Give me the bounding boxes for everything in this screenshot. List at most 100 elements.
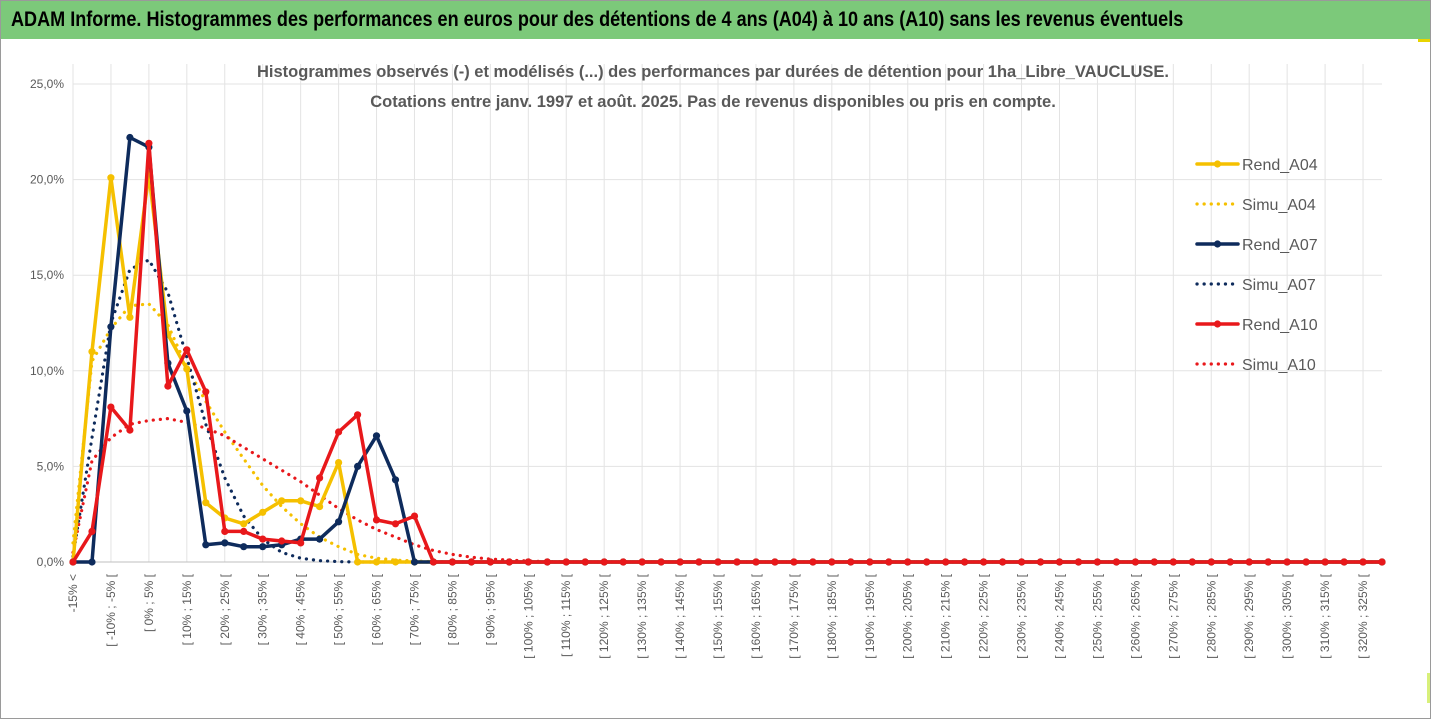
x-tick-label: [ 20% ; 25% [ bbox=[218, 573, 232, 645]
data-point bbox=[790, 558, 798, 566]
data-point bbox=[354, 558, 362, 566]
legend-label: Simu_A10 bbox=[1242, 357, 1316, 374]
data-point bbox=[771, 558, 779, 566]
y-tick-label: 5,0% bbox=[37, 459, 65, 473]
data-point bbox=[961, 558, 969, 566]
data-point bbox=[657, 558, 665, 566]
data-point bbox=[107, 174, 115, 182]
legend-item-simu-a10: Simu_A10 bbox=[1195, 357, 1316, 374]
data-point bbox=[202, 541, 210, 549]
legend-label: Simu_A07 bbox=[1242, 277, 1316, 294]
data-point bbox=[1036, 558, 1045, 566]
data-point bbox=[562, 558, 570, 566]
data-point bbox=[202, 499, 210, 507]
data-point bbox=[752, 558, 760, 566]
data-point bbox=[372, 432, 381, 440]
x-tick-label: [ 30% ; 35% [ bbox=[256, 573, 270, 645]
legend-item-rend-a04: Rend_A04 bbox=[1195, 157, 1318, 174]
data-point bbox=[1378, 558, 1386, 566]
data-point bbox=[676, 558, 684, 566]
data-point bbox=[88, 558, 96, 566]
data-point bbox=[828, 558, 836, 566]
data-point bbox=[126, 313, 134, 321]
series-line-simu-a04 bbox=[71, 302, 1384, 564]
data-point bbox=[1340, 558, 1348, 566]
legend-label: Simu_A04 bbox=[1242, 197, 1316, 214]
x-tick-label: [ 130% ; 135% [ bbox=[635, 573, 649, 658]
y-tick-label: 25,0% bbox=[30, 77, 64, 91]
data-point bbox=[1245, 558, 1253, 566]
data-point bbox=[126, 426, 134, 434]
y-tick-label: 15,0% bbox=[30, 268, 64, 282]
series-line-rend-a07 bbox=[71, 135, 1384, 564]
data-point bbox=[429, 558, 437, 566]
y-axis: 0,0% 5,0% 10,0% 15,0% 20,0% 25,0% bbox=[30, 77, 64, 569]
x-tick-label: [ 0% ; 5% [ bbox=[142, 573, 156, 632]
x-tick-label: [ 180% ; 185% [ bbox=[825, 573, 839, 658]
x-tick-label: [ 60% ; 65% [ bbox=[370, 573, 384, 645]
x-tick-label: [ 280% ; 285% [ bbox=[1204, 573, 1218, 658]
corner-accent-top-right bbox=[1418, 39, 1430, 42]
data-point bbox=[638, 558, 646, 566]
data-point bbox=[942, 558, 950, 566]
data-point bbox=[1302, 558, 1310, 566]
data-point bbox=[1188, 558, 1196, 566]
data-point bbox=[335, 459, 343, 467]
data-point bbox=[866, 558, 874, 566]
data-point bbox=[448, 558, 456, 566]
x-tick-label: [ 80% ; 85% [ bbox=[445, 573, 459, 645]
data-point bbox=[733, 558, 741, 566]
data-point bbox=[372, 558, 381, 566]
data-point bbox=[278, 537, 286, 545]
data-point bbox=[619, 558, 627, 566]
banner-title: ADAM Informe. Histogrammes des performan… bbox=[11, 8, 1184, 31]
data-point bbox=[259, 508, 267, 516]
data-point bbox=[524, 558, 532, 566]
data-point bbox=[259, 543, 267, 551]
data-point bbox=[354, 411, 362, 419]
data-point bbox=[486, 558, 494, 566]
data-point bbox=[1018, 558, 1026, 566]
x-tick-label: [ 270% ; 275% [ bbox=[1166, 573, 1180, 658]
x-tick-label: [ 320% ; 325% [ bbox=[1356, 573, 1370, 658]
data-point bbox=[1112, 558, 1120, 566]
data-point bbox=[145, 139, 153, 147]
x-tick-label: [ 120% ; 125% [ bbox=[597, 573, 611, 658]
data-point bbox=[183, 346, 191, 354]
data-point bbox=[316, 535, 324, 543]
x-tick-label: [ 240% ; 245% [ bbox=[1052, 573, 1066, 658]
data-point bbox=[505, 558, 513, 566]
x-tick-label: [ 210% ; 215% [ bbox=[939, 573, 953, 658]
data-point bbox=[391, 476, 400, 484]
legend-label: Rend_A10 bbox=[1242, 317, 1318, 334]
x-tick-label: [ 100% ; 105% [ bbox=[521, 573, 535, 658]
data-point bbox=[88, 527, 96, 536]
data-point bbox=[1226, 558, 1234, 566]
data-point bbox=[1093, 558, 1101, 566]
data-point bbox=[1359, 558, 1367, 566]
x-tick-label: [ 310% ; 315% [ bbox=[1318, 573, 1332, 658]
data-point bbox=[69, 558, 77, 566]
legend-item-simu-a07: Simu_A07 bbox=[1195, 277, 1316, 294]
data-point bbox=[1169, 558, 1177, 566]
x-axis: -15% < [ -10% ; -5% [ [ 0% ; 5% [ [ 10% ; 1… bbox=[66, 561, 1382, 659]
data-point bbox=[164, 382, 172, 390]
data-point bbox=[316, 503, 324, 511]
x-tick-label: -15% < bbox=[66, 574, 80, 612]
data-point bbox=[885, 558, 893, 566]
legend-marker bbox=[1213, 240, 1222, 248]
data-point bbox=[980, 558, 988, 566]
data-point bbox=[600, 558, 608, 566]
x-tick-label: [ 10% ; 15% [ bbox=[180, 573, 194, 645]
data-point bbox=[297, 539, 305, 547]
data-point bbox=[240, 527, 248, 536]
x-tick-label: [ 170% ; 175% [ bbox=[787, 573, 801, 658]
chart-subtitle-line-1: Histogrammes observés (-) et modélisés (… bbox=[257, 63, 1169, 81]
data-point bbox=[335, 518, 343, 526]
data-point bbox=[1074, 558, 1083, 566]
x-tick-label: [ -10% ; -5% [ bbox=[104, 573, 118, 646]
data-point bbox=[183, 407, 191, 415]
data-point bbox=[278, 497, 286, 505]
legend-item-rend-a10: Rend_A10 bbox=[1195, 317, 1318, 334]
